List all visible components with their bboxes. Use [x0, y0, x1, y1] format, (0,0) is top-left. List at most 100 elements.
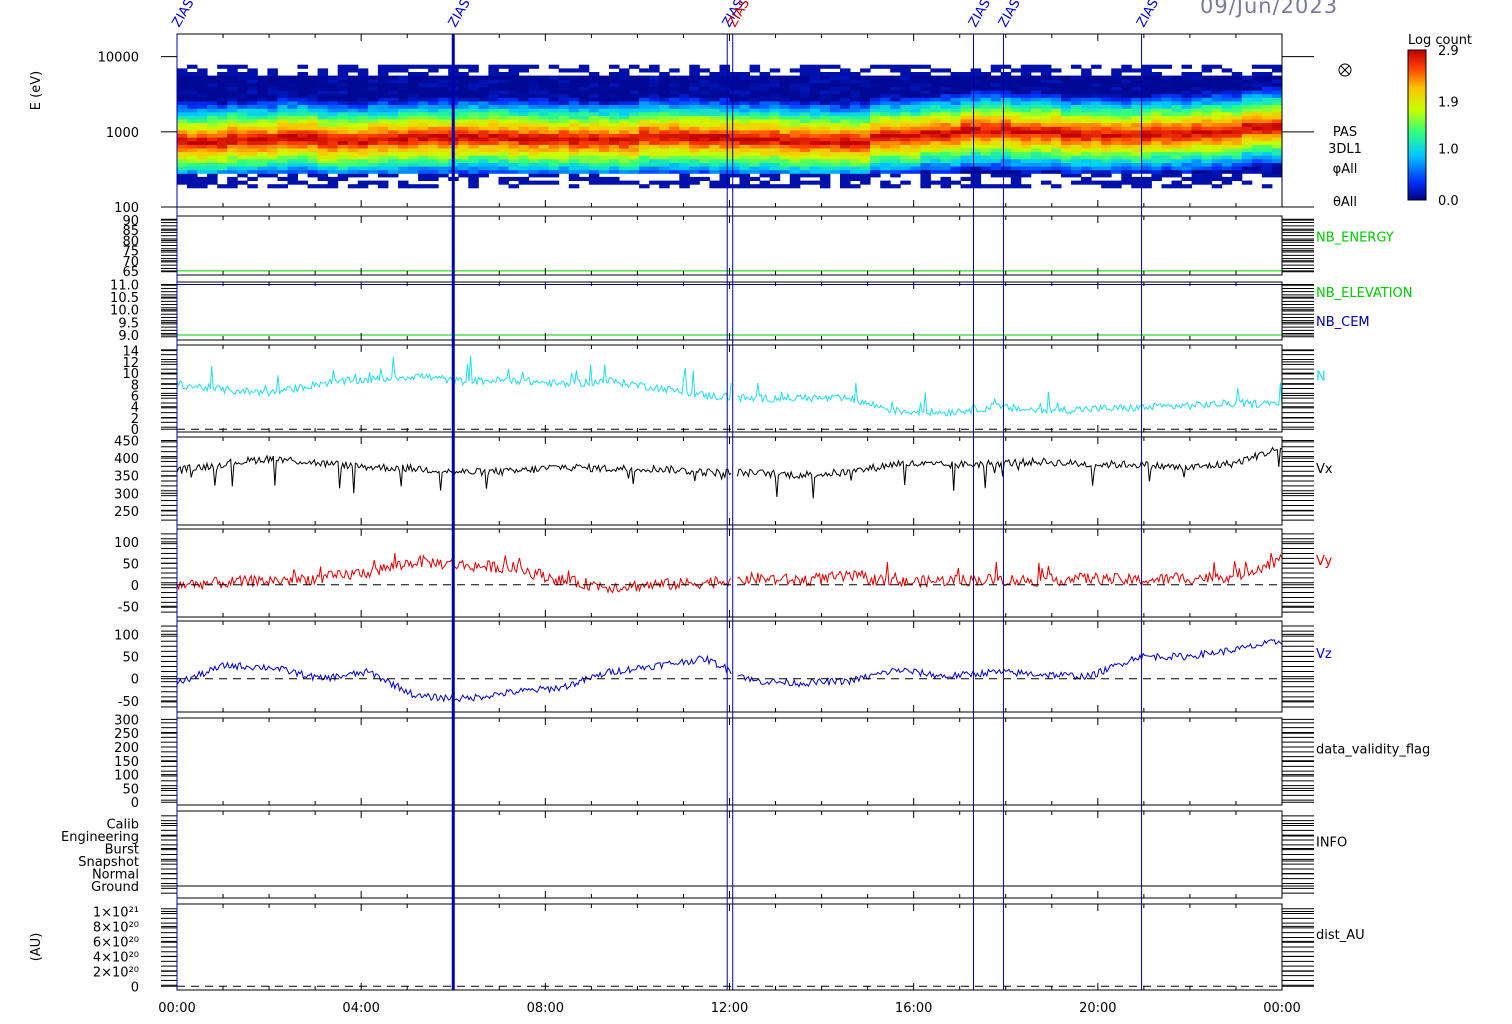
- spec-cell: [488, 151, 499, 156]
- spec-cell: [669, 162, 680, 167]
- spec-cell: [1201, 93, 1213, 98]
- spec-cell: [1171, 137, 1182, 142]
- spec-cell: [398, 169, 409, 174]
- spec-cell: [1191, 100, 1203, 105]
- spec-cell: [287, 115, 298, 120]
- spec-cell: [1000, 169, 1012, 174]
- spec-cell: [357, 104, 369, 109]
- spec-cell: [850, 82, 861, 87]
- spec-cell: [558, 148, 570, 153]
- spec-cell: [237, 82, 248, 87]
- spec-cell: [629, 93, 640, 98]
- spec-cell: [568, 79, 580, 84]
- spec-cell: [1191, 90, 1203, 95]
- spec-cell: [910, 97, 921, 102]
- spec-cell: [1272, 115, 1283, 120]
- spec-cell: [930, 115, 941, 120]
- spec-cell: [729, 108, 740, 113]
- spec-cell: [237, 144, 248, 149]
- spec-cell: [1061, 79, 1072, 84]
- spec-cell: [950, 122, 961, 127]
- spec-cell: [1040, 162, 1052, 167]
- spec-cell: [830, 82, 841, 87]
- spec-cell: [679, 148, 690, 153]
- spec-cell: [488, 126, 499, 131]
- spec-cell: [187, 162, 198, 167]
- spec-cell: [759, 166, 771, 171]
- spec-cell: [1030, 111, 1042, 116]
- spec-cell: [1111, 97, 1122, 102]
- spec-cell: [327, 148, 339, 153]
- spec-cell: [1010, 180, 1022, 185]
- spec-cell: [1121, 108, 1132, 113]
- spec-cell: [689, 68, 700, 73]
- spec-cell: [1121, 162, 1132, 167]
- spec-cell: [488, 75, 499, 80]
- spec-cell: [347, 119, 359, 124]
- spec-cell: [769, 75, 781, 80]
- spec-cell: [478, 97, 489, 102]
- spec-cell: [1181, 148, 1192, 153]
- spec-cell: [729, 122, 740, 127]
- spec-cell: [799, 111, 811, 116]
- spec-cell: [749, 75, 761, 80]
- spec-cell: [267, 79, 278, 84]
- spec-cell: [679, 82, 690, 87]
- spec-cell: [588, 166, 600, 171]
- spec-cell: [880, 86, 891, 91]
- spec-cell: [1251, 166, 1263, 171]
- spec-cell: [1171, 104, 1182, 109]
- spec-cell: [860, 75, 871, 80]
- spec-cell: [1241, 119, 1253, 124]
- spec-cell: [729, 72, 740, 77]
- spec-cell: [347, 133, 359, 138]
- spec-cell: [900, 82, 911, 87]
- spec-cell: [1040, 82, 1052, 87]
- spec-cell: [558, 111, 570, 116]
- spec-cell: [619, 72, 630, 77]
- spec-cell: [598, 75, 610, 80]
- spec-cell: [548, 90, 560, 95]
- spec-cell: [970, 148, 982, 153]
- spec-cell: [769, 97, 781, 102]
- spec-cell: [197, 169, 208, 174]
- spec-cell: [649, 75, 660, 80]
- spec-cell: [699, 100, 710, 105]
- spec-cell: [789, 176, 801, 181]
- ytick-label-vy: 0: [131, 579, 139, 594]
- spec-cell: [377, 90, 389, 95]
- spec-cell: [840, 126, 851, 131]
- spec-cell: [759, 82, 771, 87]
- spec-cell: [809, 64, 821, 69]
- spec-cell: [679, 97, 690, 102]
- spec-cell: [1181, 82, 1192, 87]
- spec-cell: [639, 144, 650, 149]
- spec-cell: [649, 68, 660, 73]
- spec-cell: [1091, 148, 1102, 153]
- spec-cell: [327, 169, 339, 174]
- spec-cell: [518, 137, 529, 142]
- spec-cell: [729, 184, 740, 189]
- spec-cell: [819, 129, 831, 134]
- spec-cell: [629, 140, 640, 145]
- spec-cell: [930, 180, 941, 185]
- spec-cell: [1010, 82, 1022, 87]
- spec-cell: [498, 82, 509, 87]
- spec-cell: [1030, 129, 1042, 134]
- spec-cell: [428, 126, 439, 131]
- spec-cell: [598, 151, 610, 156]
- spec-cell: [347, 82, 359, 87]
- spec-cell: [388, 90, 399, 95]
- spec-cell: [890, 79, 901, 84]
- spec-cell: [1261, 155, 1273, 160]
- spec-cell: [317, 173, 329, 178]
- spec-cell: [518, 126, 529, 131]
- spec-cell: [920, 176, 931, 181]
- spec-cell: [840, 75, 851, 80]
- spec-cell: [287, 162, 298, 167]
- spec-cell: [970, 155, 982, 160]
- spec-cell: [689, 137, 700, 142]
- spec-cell: [970, 119, 982, 124]
- spec-cell: [960, 151, 971, 156]
- spec-cell: [729, 140, 740, 145]
